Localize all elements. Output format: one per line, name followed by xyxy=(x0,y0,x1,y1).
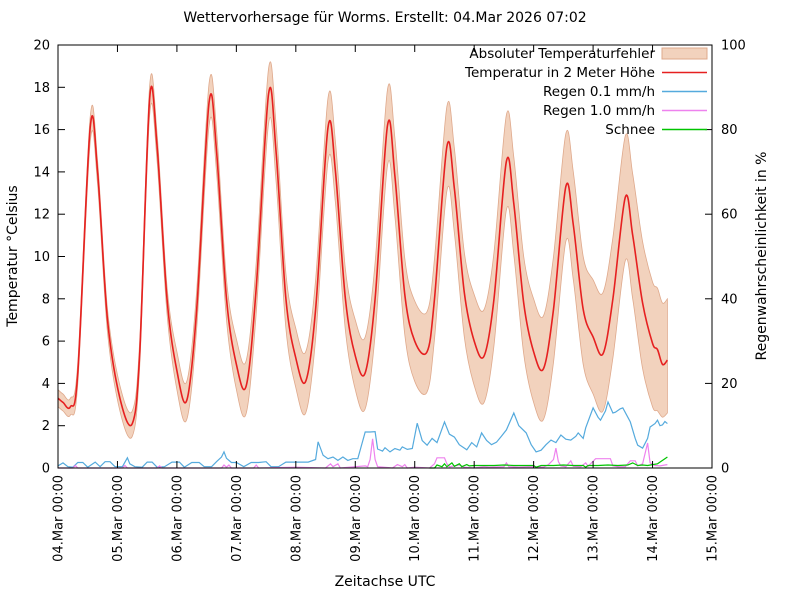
legend-label-rain-01: Regen 0.1 mm/h xyxy=(543,84,655,100)
svg-text:14.Mar 00:00: 14.Mar 00:00 xyxy=(646,475,661,562)
svg-text:05.Mar 00:00: 05.Mar 00:00 xyxy=(111,475,126,562)
svg-text:12.Mar 00:00: 12.Mar 00:00 xyxy=(527,475,542,562)
series-temperature-error-band xyxy=(57,61,668,439)
chart-title: Wettervorhersage für Worms. Erstellt: 04… xyxy=(183,10,586,26)
svg-text:10: 10 xyxy=(33,250,50,265)
svg-text:20: 20 xyxy=(33,39,50,54)
svg-text:20: 20 xyxy=(721,377,738,392)
axis-ticks xyxy=(57,44,713,469)
svg-text:6: 6 xyxy=(42,335,50,350)
legend-item-temperature-error: Absoluter Temperaturfehler xyxy=(469,46,708,62)
svg-text:80: 80 xyxy=(721,123,738,138)
legend: Absoluter Temperaturfehler Temperatur in… xyxy=(464,46,708,138)
x-axis-label: Zeitachse UTC xyxy=(335,574,436,590)
legend-item-rain-01: Regen 0.1 mm/h xyxy=(543,84,707,100)
svg-text:0: 0 xyxy=(721,462,729,477)
svg-text:12: 12 xyxy=(33,208,50,223)
chart-series xyxy=(57,61,669,469)
right-axis-label: Regenwahrscheinlichkeit in % xyxy=(754,152,770,361)
svg-text:2: 2 xyxy=(42,419,50,434)
svg-text:0: 0 xyxy=(42,462,50,477)
axis-tick-labels: 0 2 4 6 8 10 12 14 16 18 20 0 20 40 60 80 100 04.Mar 00:0… xyxy=(33,39,745,562)
svg-text:14: 14 xyxy=(33,165,50,180)
svg-text:04.Mar 00:00: 04.Mar 00:00 xyxy=(52,475,67,562)
svg-text:15.Mar 00:00: 15.Mar 00:00 xyxy=(706,475,721,562)
svg-text:09.Mar 00:00: 09.Mar 00:00 xyxy=(349,475,364,562)
svg-text:07.Mar 00:00: 07.Mar 00:00 xyxy=(230,475,245,562)
legend-item-temperature: Temperatur in 2 Meter Höhe xyxy=(464,65,707,81)
svg-text:8: 8 xyxy=(42,292,50,307)
series-temperature-line xyxy=(57,85,669,427)
series-regen-1-0-mm-h xyxy=(58,438,668,469)
series-regen-0-1-mm-h xyxy=(57,400,668,468)
legend-item-rain-10: Regen 1.0 mm/h xyxy=(543,103,707,119)
legend-label-temperature-error: Absoluter Temperaturfehler xyxy=(469,46,655,62)
svg-text:06.Mar 00:00: 06.Mar 00:00 xyxy=(170,475,185,562)
legend-label-temperature: Temperatur in 2 Meter Höhe xyxy=(464,65,655,81)
svg-text:4: 4 xyxy=(42,377,50,392)
series-schnee xyxy=(429,456,668,469)
svg-text:16: 16 xyxy=(33,123,50,138)
legend-label-rain-10: Regen 1.0 mm/h xyxy=(543,103,655,119)
svg-text:100: 100 xyxy=(721,39,746,54)
svg-text:60: 60 xyxy=(721,208,738,223)
svg-text:40: 40 xyxy=(721,292,738,307)
svg-text:10.Mar 00:00: 10.Mar 00:00 xyxy=(408,475,423,562)
legend-label-snow: Schnee xyxy=(605,122,655,138)
svg-text:13.Mar 00:00: 13.Mar 00:00 xyxy=(587,475,602,562)
svg-text:11.Mar 00:00: 11.Mar 00:00 xyxy=(468,475,483,562)
svg-text:08.Mar 00:00: 08.Mar 00:00 xyxy=(289,475,304,562)
legend-item-snow: Schnee xyxy=(605,122,707,138)
svg-text:18: 18 xyxy=(33,81,50,96)
legend-swatch-band-icon xyxy=(661,47,708,60)
left-axis-label: Temperatur °Celsius xyxy=(5,185,21,327)
